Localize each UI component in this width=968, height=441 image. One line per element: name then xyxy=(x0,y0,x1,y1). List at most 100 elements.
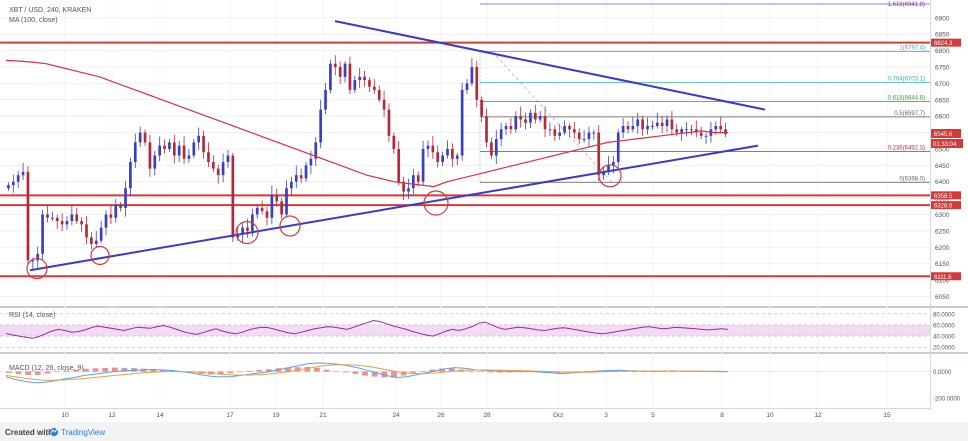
time-axis-border xyxy=(0,408,930,409)
time-tick-label: 21 xyxy=(319,412,327,419)
candle-body xyxy=(182,145,186,159)
rsi-tick-label: 40.0000 xyxy=(933,335,955,341)
candle-body xyxy=(665,119,669,126)
candle-body xyxy=(533,112,537,120)
macd-histogram-bar xyxy=(83,368,89,372)
price-tick-label: 6250 xyxy=(935,228,950,235)
candle-body xyxy=(94,240,98,244)
time-tick-label: 17 xyxy=(226,412,234,419)
fib-level-label: 0.764(6703.1) xyxy=(888,76,925,82)
macd-histogram-bar xyxy=(25,371,32,375)
panel-divider[interactable] xyxy=(0,306,968,308)
candle-body xyxy=(602,171,605,176)
candle-body xyxy=(358,76,362,81)
rsi-legend: RSI (14, close) xyxy=(9,312,55,319)
candle-body xyxy=(153,155,157,169)
level-price-label: 6358.5 xyxy=(934,194,953,200)
price-tick-label: 6650 xyxy=(935,97,950,104)
resistance-trendline xyxy=(334,20,766,111)
candle-body xyxy=(494,139,498,156)
macd-histogram-bar xyxy=(44,371,51,374)
candle-body xyxy=(21,171,25,176)
candle-body xyxy=(377,89,381,100)
candle-body xyxy=(99,227,103,241)
candle-body xyxy=(16,175,20,182)
chart-title: XBT / USD, 240, KRAKEN xyxy=(9,7,91,14)
candle-body xyxy=(299,175,303,179)
level-price-tag xyxy=(931,272,961,281)
macd-histogram-bar xyxy=(150,368,157,372)
macd-histogram-bar xyxy=(477,371,484,373)
tradingview-logo-icon[interactable] xyxy=(50,428,58,436)
candle-body xyxy=(41,214,44,254)
candle-body xyxy=(519,116,523,120)
macd-histogram-bar xyxy=(650,371,657,373)
macd-tick-label: -200.0000 xyxy=(933,397,961,403)
macd-histogram-bar xyxy=(54,371,60,373)
candle-body xyxy=(7,185,10,189)
candle-body xyxy=(572,129,576,133)
candle-body xyxy=(641,119,644,130)
price-tick-label: 6300 xyxy=(935,212,950,219)
fib-level-label: 0.618(6644.8) xyxy=(888,95,925,101)
candle-body xyxy=(133,142,137,163)
candle-body xyxy=(660,122,664,126)
candle-body xyxy=(485,116,488,143)
candle-body xyxy=(480,99,483,117)
candle-body xyxy=(319,109,322,143)
price-tick-label: 6200 xyxy=(935,245,950,252)
candle-body xyxy=(529,112,532,123)
price-panel[interactable] xyxy=(0,0,930,306)
candle-body xyxy=(412,175,415,189)
fib-level-label: 0.236(6492.3) xyxy=(888,145,925,151)
candle-body xyxy=(558,132,562,136)
tradingview-link[interactable]: TradingView xyxy=(61,428,105,437)
macd-panel[interactable]: 0.0000 -200.0000 xyxy=(0,362,961,403)
candle-body xyxy=(46,214,49,218)
price-axis[interactable]: 6900685068006750670066506600655065006450… xyxy=(931,15,963,301)
candle-body xyxy=(36,253,40,261)
candle-body xyxy=(690,129,693,131)
level-price-tag xyxy=(931,191,961,200)
candle-body xyxy=(338,67,342,77)
time-axis[interactable]: 10 12 14 17 19 21 24 26 28 Oct 3 5 8 10 12 15 xyxy=(61,412,891,419)
candle-body xyxy=(51,217,54,219)
candle-body xyxy=(246,227,249,231)
countdown-label: 01:33:04 xyxy=(933,142,957,148)
candle-body xyxy=(197,135,201,143)
candle-body xyxy=(236,234,240,238)
macd-histogram-bar xyxy=(342,371,349,373)
candle-body xyxy=(187,155,191,159)
candle-body xyxy=(421,148,425,182)
macd-histogram-bar xyxy=(73,369,80,372)
candle-body xyxy=(216,168,220,176)
candle-body xyxy=(65,221,69,225)
candle-body xyxy=(363,76,366,81)
panel-divider[interactable] xyxy=(0,352,968,354)
price-axis-border xyxy=(930,0,931,410)
candle-body xyxy=(490,142,493,156)
rsi-panel[interactable]: 80.0000 60.0000 40.0000 20.0000 xyxy=(0,312,955,352)
countdown-tag xyxy=(931,138,963,148)
current-price-tag xyxy=(931,128,961,138)
price-tick-label: 6850 xyxy=(935,32,950,39)
candle-body xyxy=(255,207,259,215)
candle-body xyxy=(285,188,288,215)
macd-histogram-bar xyxy=(583,371,590,372)
candle-body xyxy=(616,132,620,163)
time-tick-label: 19 xyxy=(272,412,280,419)
time-tick-label: 12 xyxy=(814,412,822,419)
candle-body xyxy=(221,162,225,176)
candle-body xyxy=(314,142,318,159)
created-with-text: Created with xyxy=(5,428,53,437)
candle-body xyxy=(499,129,503,140)
ma-100-line xyxy=(5,59,728,188)
candle-body xyxy=(465,83,469,90)
candle-body xyxy=(460,89,464,156)
macd-histogram-bar xyxy=(641,371,648,373)
macd-histogram-bar xyxy=(160,369,166,372)
macd-histogram-bar xyxy=(362,371,368,376)
macd-histogram-bar xyxy=(285,367,291,372)
